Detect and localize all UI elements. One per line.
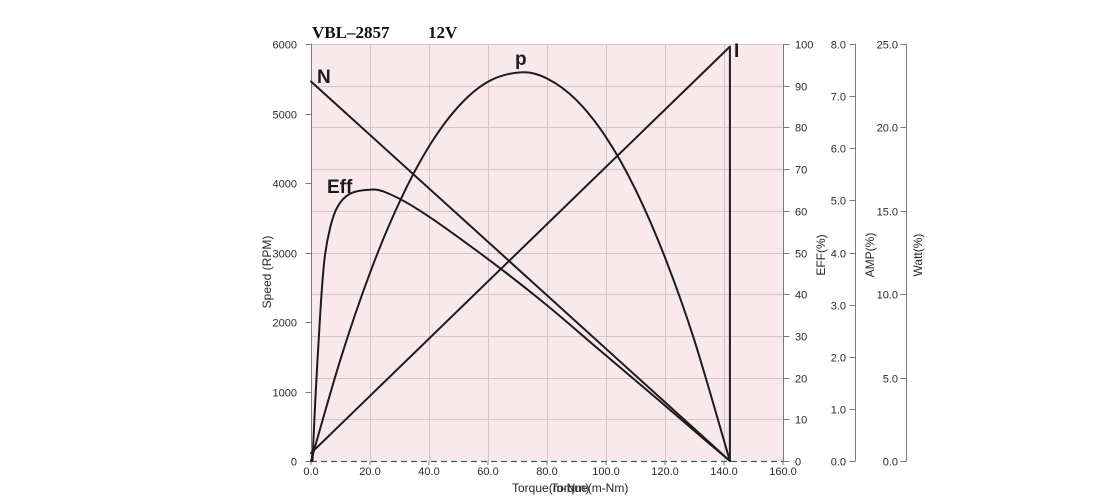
speed-axis-title: Speed (RPM) [260,236,274,309]
x-tick-label: 120.0 [651,466,679,478]
x-tick-label: 80.0 [536,466,557,478]
chart-title: VBL–2857 [312,23,390,42]
series-p-label: p [515,49,527,70]
speed-tick-label: 1000 [273,388,297,400]
eff-tick-label: 70 [795,165,807,177]
amp-tick-label: 5.0 [831,196,846,208]
speed-tick-label: 3000 [273,249,297,261]
amp-tick-label: 1.0 [831,405,846,417]
eff-tick-label: 40 [795,290,807,302]
series-layer [310,45,731,462]
series-n-curve [310,80,731,462]
x-tick-label: 40.0 [418,466,439,478]
amp-tick-label: 6.0 [831,144,846,156]
x-tick-label: 160.0 [769,466,797,478]
amp-tick-label: 2.0 [831,353,846,365]
amp-tick-label: 7.0 [831,92,846,104]
series-p-curve [310,71,731,462]
speed-tick-label: 5000 [273,110,297,122]
chart-voltage-label: 12V [428,23,458,42]
eff-tick-label: 100 [795,40,813,52]
x-tick-label: 60.0 [477,466,498,478]
eff-axis-title: EFF(%) [814,234,828,275]
eff-tick-label: 0 [795,457,801,469]
eff-tick-label: 10 [795,415,807,427]
watt-tick-label: 5.0 [883,374,898,386]
series-eff-label: Eff [327,177,353,198]
speed-tick-label: 4000 [273,179,297,191]
x-tick-label: 20.0 [359,466,380,478]
x-axis-title: Torque(m-Nm) [551,481,628,495]
eff-tick-label: 50 [795,249,807,261]
speed-tick-label: 2000 [273,318,297,330]
amp-tick-label: 0.0 [831,457,846,469]
x-axis-title: Torque(m-Nm) [512,481,589,495]
eff-tick-label: 60 [795,207,807,219]
x-tick-label: 0.0 [303,466,318,478]
watt-tick-label: 25.0 [877,40,898,52]
watt-tick-label: 10.0 [877,290,898,302]
eff-tick-label: 90 [795,82,807,94]
watt-axis-title: Watt(%) [911,234,925,277]
eff-tick-label: 20 [795,374,807,386]
series-i-label: I [734,41,739,62]
series-i-curve [310,45,731,462]
amp-tick-label: 8.0 [831,40,846,52]
amp-tick-label: 4.0 [831,249,846,261]
amp-axis-title: AMP(%) [863,233,877,278]
eff-tick-label: 80 [795,123,807,135]
watt-tick-label: 20.0 [877,123,898,135]
speed-tick-label: 0 [291,457,297,469]
speed-tick-label: 6000 [273,40,297,52]
eff-tick-label: 30 [795,332,807,344]
axes-layer: 0 1000 2000 3000 4000 5000 6000 Speed (RPM) 0 10 2… [260,40,925,496]
x-tick-label: 140.0 [710,466,738,478]
series-n-label: N [317,67,331,88]
amp-tick-label: 3.0 [831,301,846,313]
watt-tick-label: 0.0 [883,457,898,469]
series-eff-curve [311,188,731,462]
watt-tick-label: 15.0 [877,207,898,219]
x-tick-label: 100.0 [592,466,620,478]
series-labels-layer: Np Eff I [317,41,739,198]
